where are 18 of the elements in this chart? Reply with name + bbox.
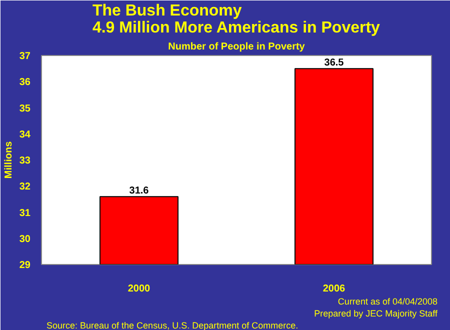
y-tick-label: 31	[19, 208, 31, 219]
y-tick-label: 35	[19, 103, 31, 114]
chart-subtitle: Number of People in Poverty	[168, 42, 306, 52]
y-tick-label: 36	[19, 77, 31, 88]
y-tick-label: 29	[19, 260, 31, 271]
source-note: Source: Bureau of the Census, U.S. Department of Commerce.	[46, 320, 298, 330]
text: Current as of 04/04/2008 Prepared by JEC Majority Staff	[314, 296, 438, 318]
y-tick-label: 32	[19, 182, 31, 193]
y-tick-label: 34	[19, 129, 31, 140]
chart-title: The Bush Economy 4.9 Million More Americans in Poverty	[92, 2, 380, 36]
x-tick-label: 2000	[128, 284, 151, 294]
x-tick-label: 2006	[322, 284, 346, 294]
data-label: 36.5	[324, 58, 344, 69]
y-axis-title: Millions	[3, 140, 14, 179]
y-tick-label: 33	[19, 156, 31, 166]
y-tick-label: 37	[19, 51, 31, 62]
y-tick-label: 30	[19, 234, 31, 245]
data-label: 31.6	[129, 186, 150, 197]
